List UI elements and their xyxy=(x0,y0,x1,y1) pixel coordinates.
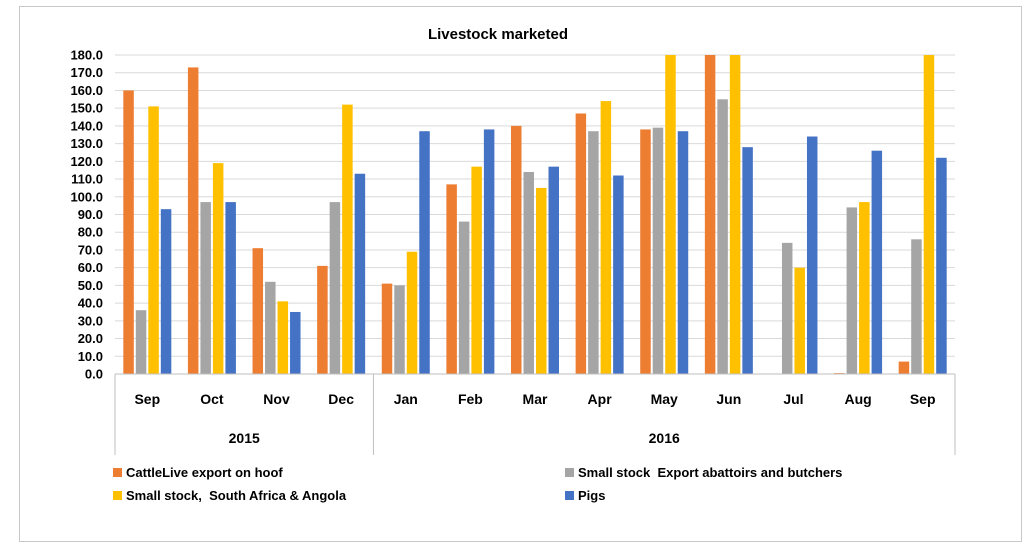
bar xyxy=(640,129,651,374)
y-tick-label: 10.0 xyxy=(78,349,103,364)
y-tick-label: 180.0 xyxy=(70,48,103,63)
x-tick-label: Mar xyxy=(523,391,548,407)
chart-frame: Livestock marketed 0.0 10.0 20.0 30.0 40.0 50… xyxy=(19,6,1022,542)
bar xyxy=(419,131,430,374)
legend-label: Small stock, South Africa & Angola xyxy=(126,488,347,503)
bar xyxy=(252,248,264,374)
x-tick-label: Dec xyxy=(328,391,354,407)
livestock-chart: Livestock marketed 0.0 10.0 20.0 30.0 40.0 50… xyxy=(70,26,956,503)
y-tick-label: 130.0 xyxy=(70,136,103,151)
bar xyxy=(704,55,716,374)
x-tick-label: Nov xyxy=(263,391,290,407)
bar xyxy=(936,157,947,374)
bar xyxy=(458,221,470,374)
bar xyxy=(317,265,328,374)
bar xyxy=(329,202,341,374)
bar xyxy=(665,55,676,374)
bar xyxy=(677,131,689,374)
bar xyxy=(898,361,910,374)
bar xyxy=(652,127,664,374)
bar xyxy=(406,251,418,374)
x-tick-label: Jan xyxy=(394,391,418,407)
x-tick-label: Apr xyxy=(588,391,613,407)
x-tick-label: Sep xyxy=(134,391,160,407)
bar xyxy=(717,99,728,374)
bar xyxy=(446,184,457,374)
y-tick-label: 170.0 xyxy=(70,65,103,80)
y-tick-label: 20.0 xyxy=(78,331,103,346)
bar xyxy=(135,310,147,374)
bar xyxy=(794,267,805,374)
legend-swatch xyxy=(565,491,574,500)
group-label: 2016 xyxy=(649,430,680,446)
bar xyxy=(277,301,289,374)
bar xyxy=(394,285,405,374)
y-tick-label: 0.0 xyxy=(85,367,103,382)
legend-swatch xyxy=(113,468,122,477)
x-tick-label: Feb xyxy=(458,391,483,407)
bar xyxy=(536,187,547,374)
chart-title: Livestock marketed xyxy=(428,26,568,43)
bar xyxy=(871,150,883,374)
y-tick-label: 60.0 xyxy=(78,260,103,275)
bar xyxy=(187,67,199,374)
y-tick-label: 50.0 xyxy=(78,278,103,293)
legend-swatch xyxy=(565,468,574,477)
bar xyxy=(148,106,159,374)
bar xyxy=(742,147,753,374)
bar xyxy=(613,175,624,374)
x-tick-label: May xyxy=(651,391,678,407)
y-tick-label: 40.0 xyxy=(78,296,103,311)
y-tick-label: 110.0 xyxy=(71,172,103,187)
x-tick-label: Aug xyxy=(844,391,871,407)
bar xyxy=(859,202,870,374)
y-tick-label: 140.0 xyxy=(70,118,103,133)
y-tick-label: 90.0 xyxy=(78,207,103,222)
bar xyxy=(523,171,534,374)
bar xyxy=(225,202,236,374)
x-tick-label: Jun xyxy=(716,391,741,407)
bar xyxy=(781,242,793,374)
bar xyxy=(381,283,393,374)
y-tick-label: 160.0 xyxy=(70,83,103,98)
bar xyxy=(511,125,522,374)
legend-label: Pigs xyxy=(578,488,605,503)
bar xyxy=(200,202,211,374)
bar xyxy=(265,281,276,374)
y-tick-label: 100.0 xyxy=(70,189,103,204)
bar xyxy=(290,311,301,374)
legend-label: CattleLive export on hoof xyxy=(126,465,283,480)
bar xyxy=(471,166,482,374)
legend-label: Small stock Export abattoirs and butcher… xyxy=(578,465,842,480)
bar xyxy=(911,239,922,374)
bar xyxy=(588,131,599,374)
bar xyxy=(483,129,495,374)
y-tick-label: 150.0 xyxy=(70,101,103,116)
bar xyxy=(923,55,935,374)
x-tick-label: Jul xyxy=(783,391,803,407)
group-label: 2015 xyxy=(229,430,260,446)
bar xyxy=(729,55,741,374)
y-tick-label: 70.0 xyxy=(78,242,103,257)
bar xyxy=(806,136,818,374)
y-tick-label: 80.0 xyxy=(78,225,103,240)
bar xyxy=(575,113,587,374)
bar xyxy=(212,163,224,374)
x-tick-label: Oct xyxy=(200,391,224,407)
bar xyxy=(600,101,612,374)
x-tick-label: Sep xyxy=(910,391,936,407)
y-tick-label: 30.0 xyxy=(78,313,103,328)
y-tick-label: 120.0 xyxy=(70,154,103,169)
legend-swatch xyxy=(113,491,122,500)
bar xyxy=(846,207,858,374)
bar xyxy=(354,173,366,374)
bar xyxy=(123,90,134,374)
bar xyxy=(548,166,559,374)
bar xyxy=(342,104,353,375)
bar xyxy=(160,209,172,374)
